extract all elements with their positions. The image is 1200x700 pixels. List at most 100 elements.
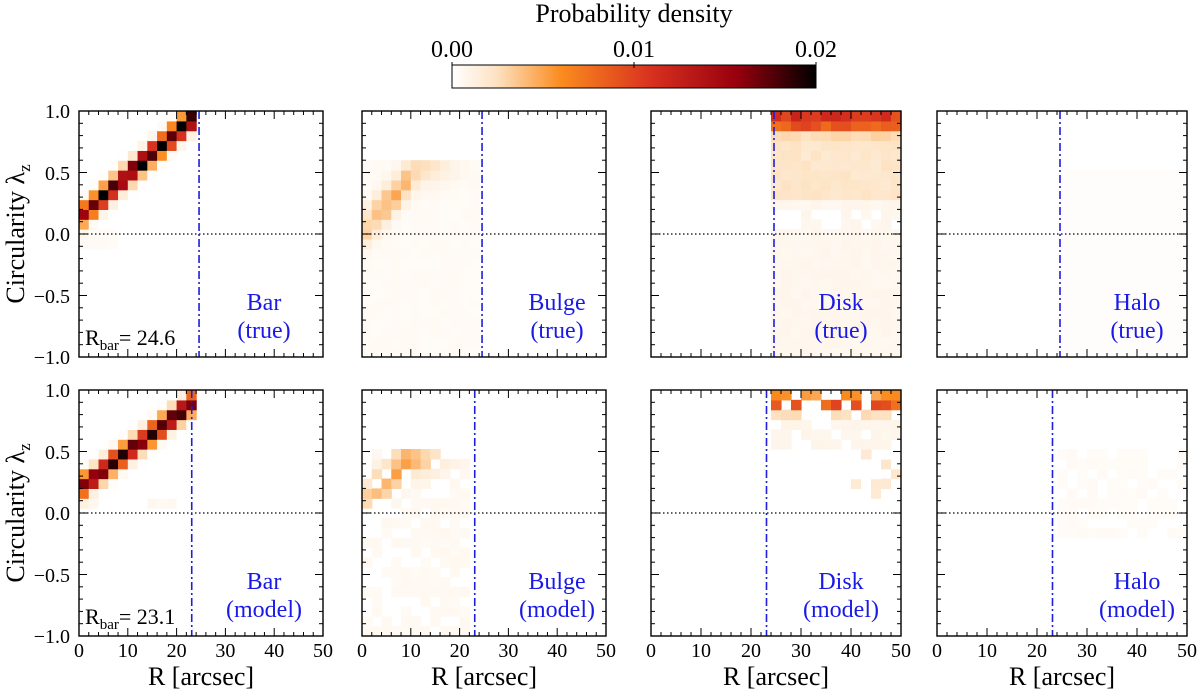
heatmap-cell xyxy=(88,179,100,191)
heatmap-cell xyxy=(147,140,158,151)
heatmap-cell xyxy=(1137,337,1148,348)
heatmap-cell xyxy=(881,458,892,470)
heatmap-cell xyxy=(420,337,431,348)
heatmap-cell xyxy=(459,337,470,348)
heatmap-cell xyxy=(449,488,461,499)
heatmap-cell xyxy=(831,120,842,132)
heatmap-cell xyxy=(98,238,109,250)
heatmap-cell xyxy=(791,547,802,558)
heatmap-cell xyxy=(841,557,852,568)
heatmap-cell xyxy=(137,258,148,270)
heatmap-cell xyxy=(871,347,882,358)
heatmap-cell xyxy=(801,248,812,260)
heatmap-cell xyxy=(127,429,139,440)
heatmap-cell xyxy=(371,468,383,480)
heatmap-cell xyxy=(166,586,178,598)
heatmap-cell xyxy=(176,429,187,440)
heatmap-cell xyxy=(147,288,158,299)
heatmap-cell xyxy=(157,317,168,329)
heatmap-cell xyxy=(440,199,451,210)
heatmap-cell xyxy=(1177,189,1188,201)
heatmap-cell xyxy=(841,317,852,329)
heatmap-cell xyxy=(851,557,862,568)
heatmap-cell xyxy=(166,170,178,181)
heatmap-cell xyxy=(440,458,451,470)
heatmap-cell xyxy=(841,160,852,171)
heatmap-cell xyxy=(440,160,451,171)
heatmap-cell xyxy=(118,419,129,430)
heatmap-cell xyxy=(449,160,461,171)
heatmap-cell xyxy=(891,170,902,181)
heatmap-cell xyxy=(166,150,178,161)
heatmap-cell xyxy=(420,557,431,568)
heatmap-cell xyxy=(791,307,802,319)
heatmap-cell xyxy=(391,576,402,588)
heatmap-cell xyxy=(410,576,422,588)
heatmap-cell xyxy=(801,229,812,240)
heatmap-cell xyxy=(1077,238,1088,250)
heatmap-cell xyxy=(831,297,842,309)
heatmap-cell xyxy=(137,537,148,549)
heatmap-cell xyxy=(891,419,902,430)
y-axis-label-sub: z xyxy=(15,164,34,172)
heatmap-cell xyxy=(881,567,892,578)
heatmap-cell xyxy=(186,327,197,338)
heatmap-cell xyxy=(891,429,902,440)
heatmap-cell xyxy=(127,606,139,617)
heatmap-cell xyxy=(1057,337,1068,348)
heatmap-cell xyxy=(821,120,832,132)
heatmap-cell xyxy=(176,517,187,529)
heatmap-cell xyxy=(79,130,90,142)
heatmap-cell xyxy=(118,586,129,598)
heatmap-cell xyxy=(420,517,431,529)
heatmap-cell xyxy=(88,626,100,637)
heatmap-cell xyxy=(430,288,441,299)
heatmap-cell xyxy=(440,576,451,588)
heatmap-cell xyxy=(1107,278,1118,289)
heatmap-cell xyxy=(157,258,168,270)
heatmap-cell xyxy=(79,297,90,309)
heatmap-cell xyxy=(449,547,461,558)
heatmap-cell xyxy=(157,170,168,181)
heatmap-cell xyxy=(430,468,441,480)
heatmap-cell xyxy=(79,498,90,509)
heatmap-cell xyxy=(881,606,892,617)
heatmap-cell xyxy=(891,189,902,201)
heatmap-cell xyxy=(821,268,832,279)
heatmap-cell xyxy=(401,189,412,201)
heatmap-cell xyxy=(186,307,197,319)
heatmap-cell xyxy=(871,626,882,637)
heatmap-cell xyxy=(469,179,480,191)
heatmap-cell xyxy=(821,596,832,608)
heatmap-cell xyxy=(881,317,892,329)
heatmap-cell xyxy=(831,199,842,210)
heatmap-cell xyxy=(166,458,178,470)
heatmap-cell xyxy=(871,576,882,588)
heatmap-cell xyxy=(430,508,441,519)
heatmap-cell xyxy=(137,278,148,289)
heatmap-cell xyxy=(1067,238,1078,250)
y-tick-label: 0.0 xyxy=(45,503,70,525)
y-axis-label-bottom: Circularity λz xyxy=(1,443,34,583)
heatmap-cell xyxy=(801,120,812,132)
heatmap-cell xyxy=(871,586,882,598)
heatmap-cell xyxy=(781,327,792,338)
heatmap-cell xyxy=(108,140,119,151)
heatmap-cell xyxy=(401,337,412,348)
heatmap-cell xyxy=(1057,288,1068,299)
heatmap-cell xyxy=(861,439,872,450)
heatmap-cell xyxy=(157,527,168,539)
heatmap-cell xyxy=(420,199,431,210)
heatmap-cell xyxy=(137,317,148,329)
heatmap-cell xyxy=(1077,209,1088,220)
heatmap-cell xyxy=(108,429,119,440)
heatmap-cell xyxy=(459,488,470,499)
heatmap-cell xyxy=(851,468,862,480)
heatmap-cell xyxy=(127,288,139,299)
heatmap-cell xyxy=(851,130,862,142)
heatmap-cell xyxy=(821,140,832,151)
heatmap-cell xyxy=(459,258,470,270)
heatmap-cell xyxy=(1167,327,1178,338)
heatmap-cell xyxy=(791,120,802,132)
heatmap-cell xyxy=(1137,268,1148,279)
